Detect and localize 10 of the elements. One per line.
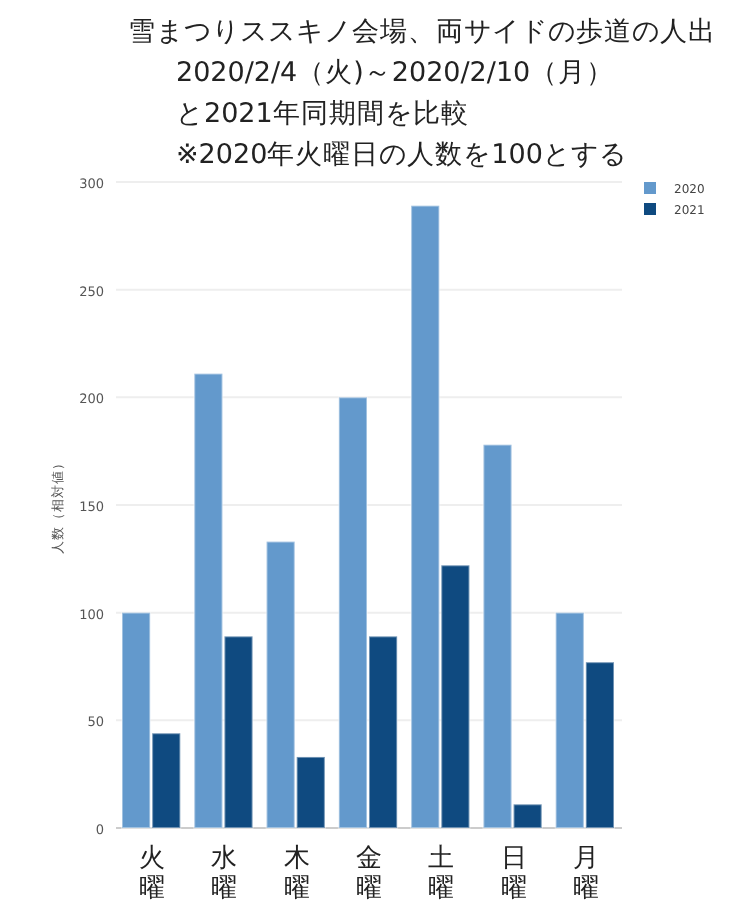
x-tick-label: 日曜	[500, 844, 527, 900]
text: ※2020年火曜日の人数を100とする	[176, 139, 627, 171]
x-tick-label: 土曜	[428, 844, 455, 900]
chart-title: 雪まつりススキノ会場、両サイドの歩道の人出	[128, 16, 716, 48]
x-tick-label: 火曜	[139, 844, 166, 900]
x-tick-label: 水曜	[211, 844, 238, 900]
x-tick-label: 木曜	[283, 844, 310, 900]
x-tick-label: 金曜	[356, 844, 382, 900]
x-tick-label: 月曜	[572, 844, 599, 900]
chart-subtitle: 2020/2/4（火)～2020/2/10（月）と2021年同期間を比較	[176, 57, 615, 130]
